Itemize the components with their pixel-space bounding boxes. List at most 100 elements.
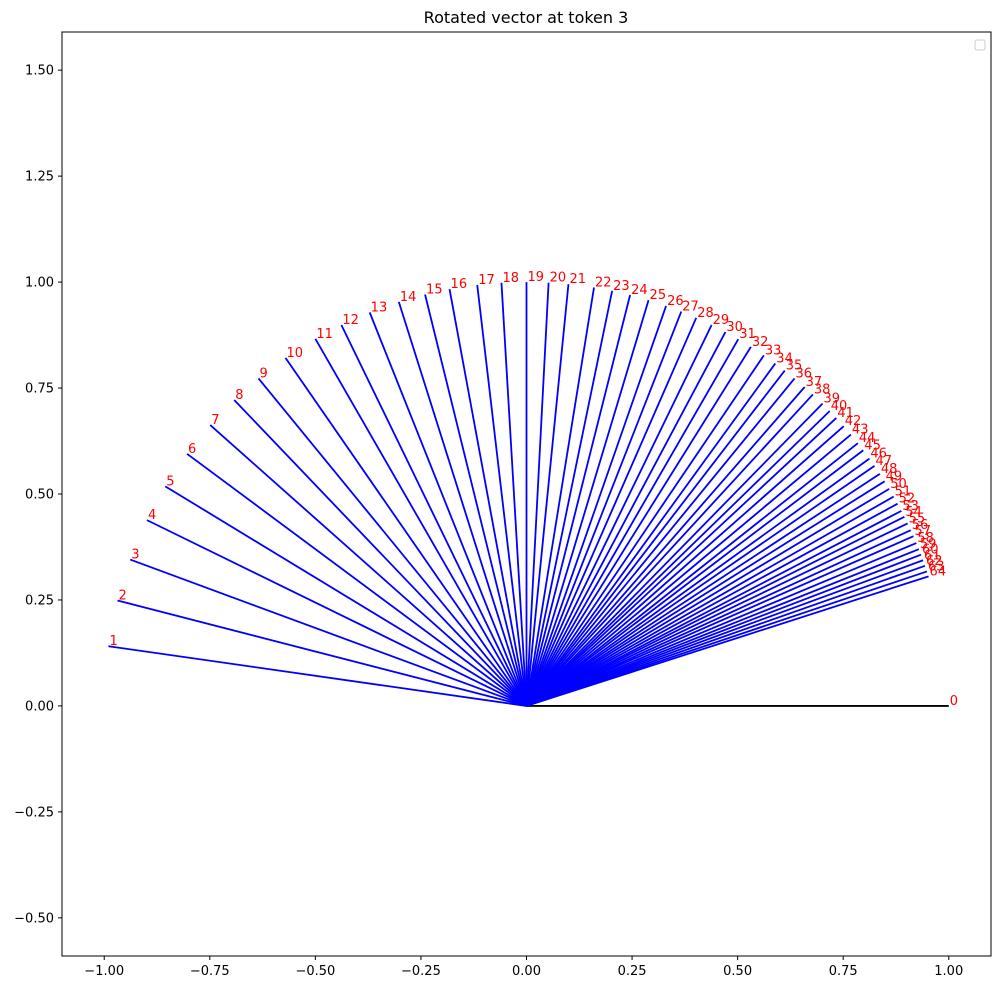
vector-label: 60	[922, 543, 939, 558]
y-tick-label: 0.25	[25, 593, 54, 608]
rotated-vector	[525, 354, 765, 707]
rotated-vector	[500, 282, 528, 706]
rotated-vector	[525, 402, 824, 707]
vector-label: 15	[426, 282, 443, 297]
rotated-vector	[526, 542, 917, 707]
vector-label: 10	[287, 346, 304, 361]
rotated-vector	[146, 519, 527, 707]
rotated-vector	[526, 473, 881, 707]
vector-label: 44	[859, 431, 876, 446]
rotated-vector	[340, 324, 528, 707]
vector-label: 13	[371, 300, 388, 315]
vector-label: 63	[928, 559, 945, 574]
vector-label: 38	[814, 382, 831, 397]
vector-label: 48	[881, 462, 898, 477]
rotated-vector	[526, 559, 924, 707]
vector-label: 55	[909, 511, 926, 526]
rotated-vector	[526, 480, 886, 707]
rotated-vector	[526, 495, 895, 707]
y-tick-label: 1.50	[25, 64, 54, 79]
rotated-vector	[164, 485, 527, 707]
vector-label: 19	[528, 270, 545, 285]
rotated-vector	[284, 357, 528, 707]
vector-label: 0	[950, 694, 958, 709]
rotated-vector	[424, 294, 528, 707]
rotated-vector	[525, 393, 814, 707]
rotated-vector	[526, 488, 890, 707]
axes-layer: −1.00 −0.75 −0.50 −0.25 0.00 0.25 0.50 0.75 1.00…	[14, 64, 963, 979]
vector-label: 41	[837, 406, 854, 421]
rotated-vector	[525, 433, 852, 707]
rotated-vector	[525, 346, 752, 707]
vector-label: 16	[451, 277, 468, 292]
vector-label: 14	[400, 290, 417, 305]
rotated-vector	[526, 575, 929, 707]
rotated-vector	[525, 282, 550, 706]
rotated-vector	[525, 449, 864, 707]
vector-label: 2	[118, 589, 126, 604]
rotated-vector	[525, 465, 876, 707]
vector-label: 61	[924, 548, 941, 563]
rotated-vector	[257, 377, 528, 707]
vector-label: 35	[786, 359, 803, 374]
rotated-vector	[525, 287, 595, 707]
rotated-vector	[525, 362, 777, 707]
vector-label: 30	[726, 320, 743, 335]
rotated-vector	[526, 535, 914, 707]
rotated-vector	[525, 386, 806, 707]
vector-label: 17	[478, 273, 495, 288]
y-tick-label: −0.50	[14, 911, 54, 926]
rotated-vector	[117, 599, 527, 707]
y-tick-label: 0.00	[25, 699, 54, 714]
rotated-vector	[525, 290, 614, 707]
rotated-vector	[525, 377, 796, 707]
vector-label: 24	[631, 283, 648, 298]
vector-label: 50	[890, 477, 907, 492]
vector-label: 52	[899, 492, 916, 507]
y-tick-label: 0.75	[25, 382, 54, 397]
rotated-vector	[448, 289, 528, 707]
vector-label: 28	[697, 306, 714, 321]
rotated-vector	[525, 324, 713, 707]
vector-label: 4	[148, 508, 156, 523]
vector-label: 21	[569, 272, 586, 287]
vector-label: 7	[211, 413, 219, 428]
vector-label: 32	[752, 335, 769, 350]
rotated-vector	[526, 529, 912, 707]
rotated-vector	[525, 370, 786, 707]
x-tick-label: −0.50	[295, 964, 335, 979]
vector-label: 29	[713, 313, 730, 328]
rotated-vector	[525, 284, 570, 707]
vector-label: 5	[166, 474, 174, 489]
rotated-vector	[526, 553, 922, 707]
vector-label: 39	[823, 392, 840, 407]
rotated-vector	[476, 284, 528, 707]
legend-box[interactable]	[974, 39, 986, 51]
rotated-vector	[397, 301, 528, 707]
vector-label: 46	[870, 447, 887, 462]
vector-label: 26	[667, 294, 684, 309]
rotated-vector	[525, 305, 667, 707]
vector-label: 25	[650, 288, 667, 303]
x-tick-label: 0.00	[512, 964, 541, 979]
vector-label: 11	[316, 327, 333, 342]
rotated-vector	[525, 338, 740, 707]
rotated-vector	[526, 502, 899, 707]
rotated-vector	[526, 515, 905, 707]
y-tick-label: 1.25	[25, 170, 54, 185]
rotated-vector	[314, 338, 528, 707]
rotated-vector	[526, 564, 926, 707]
rotated-vector	[233, 399, 528, 707]
plot-frame	[61, 31, 992, 957]
vector-label: 56	[912, 518, 929, 533]
x-tick-label: 0.25	[618, 964, 647, 979]
vector-label: 42	[845, 414, 862, 429]
rotated-vector	[525, 442, 859, 707]
vector-label: 37	[806, 375, 823, 390]
rotated-vector	[525, 294, 631, 707]
rotated-vector	[526, 510, 902, 707]
rotated-vector	[525, 457, 870, 707]
vector-label: 43	[852, 423, 869, 438]
